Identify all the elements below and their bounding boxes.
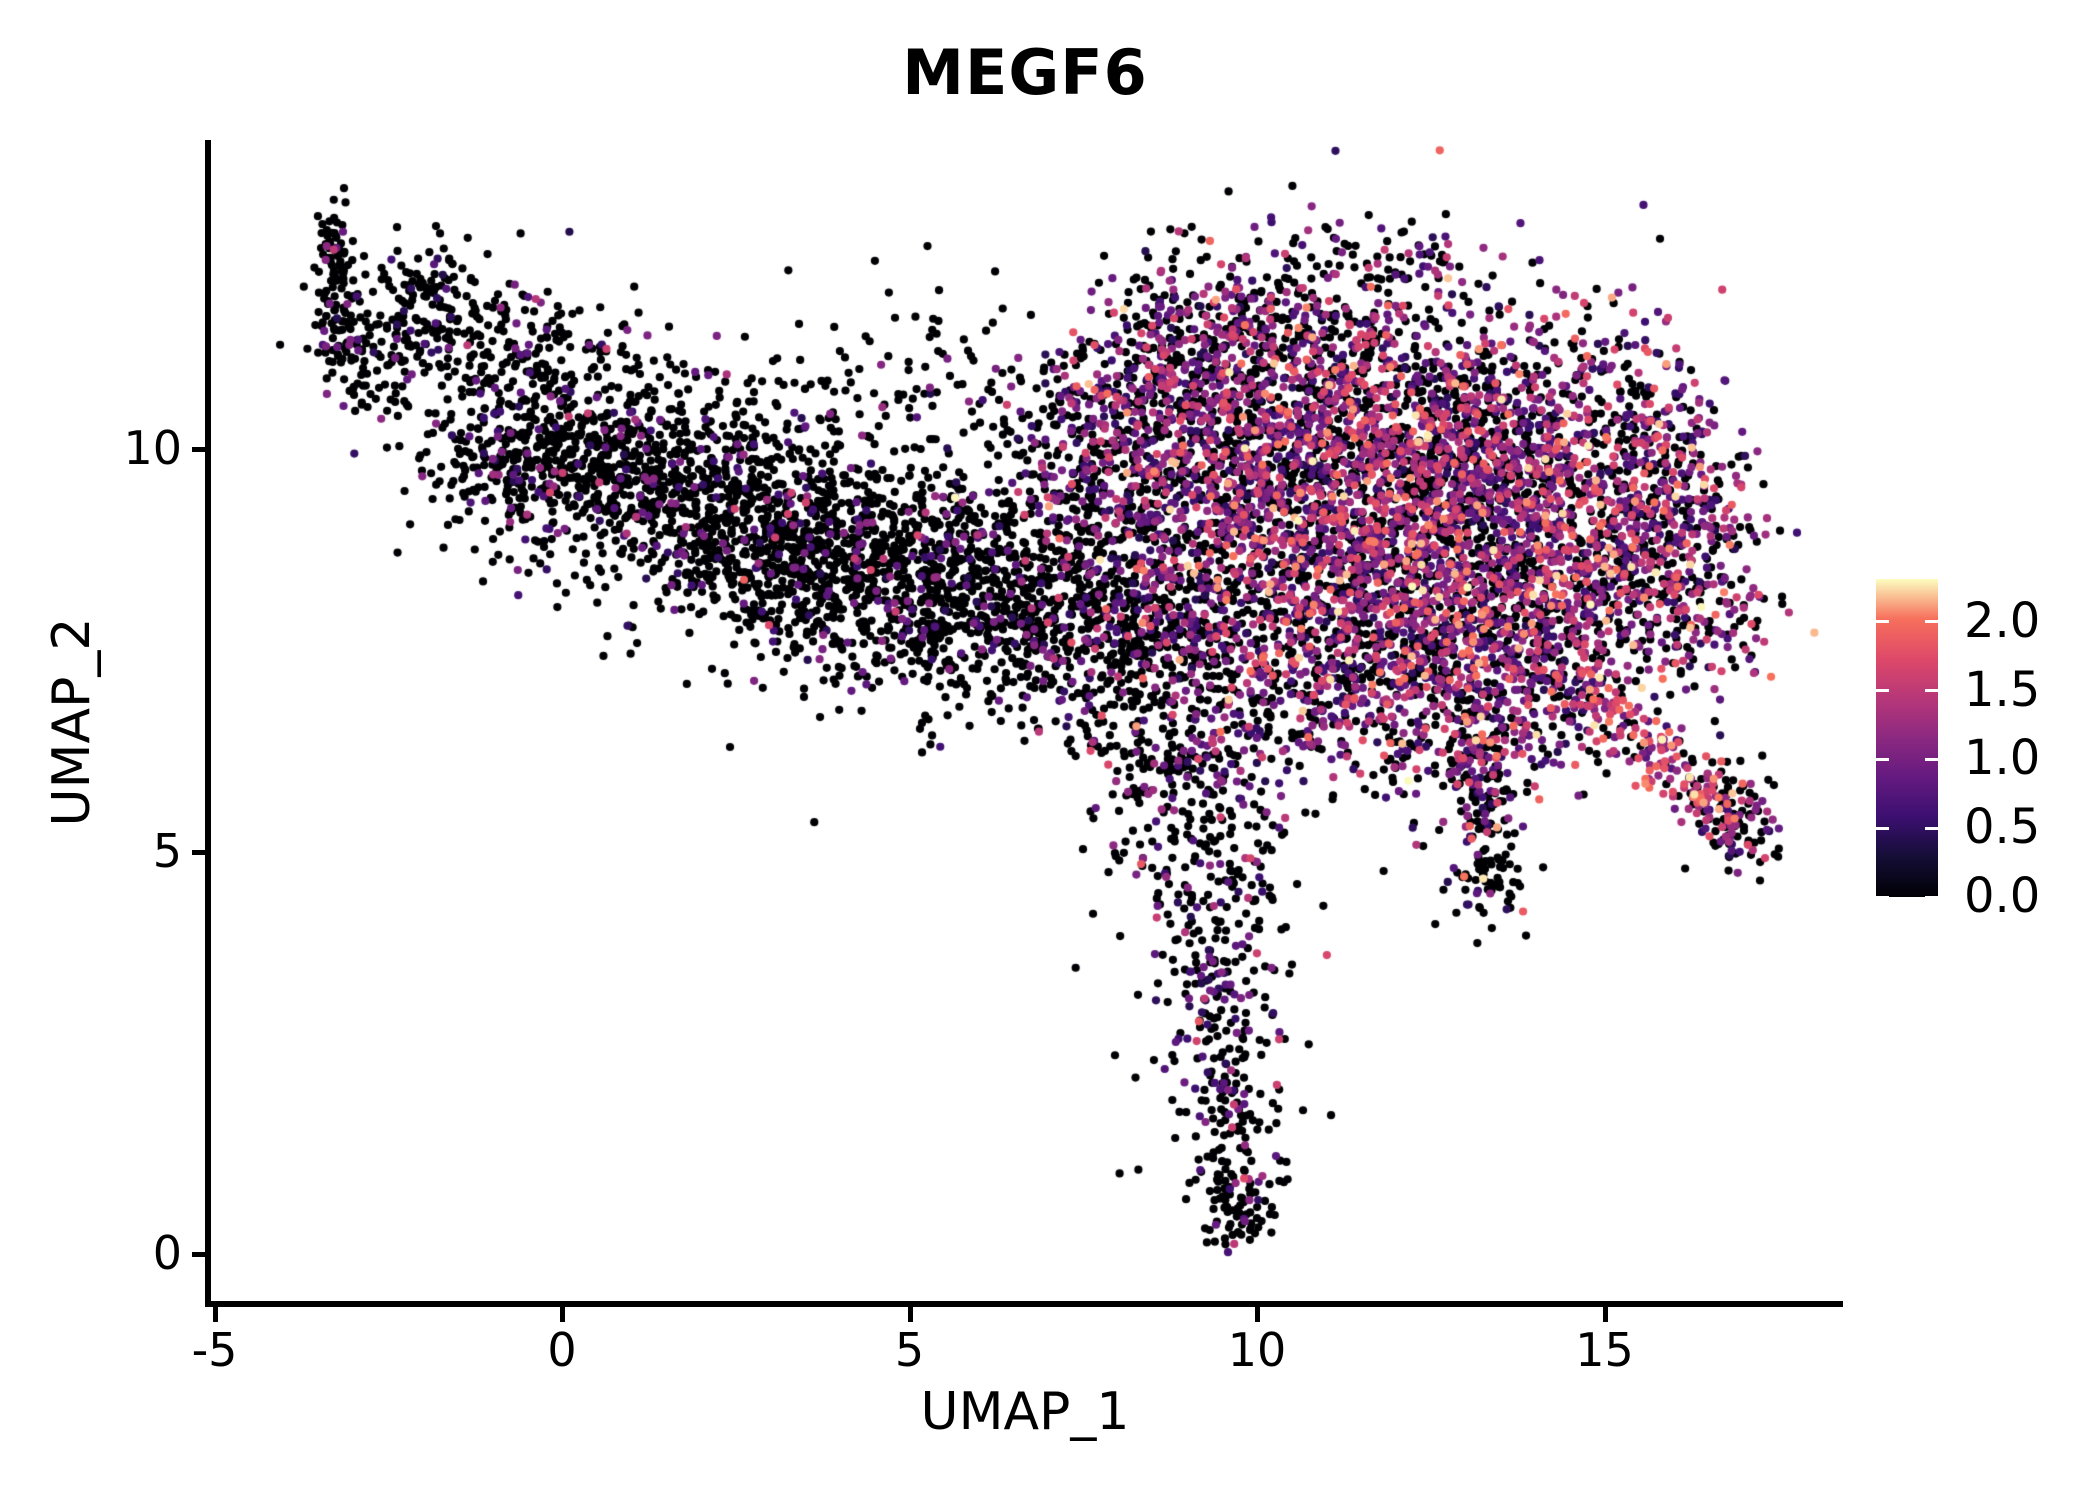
colorbar-tick-mark <box>1876 620 1889 624</box>
x-tick-label: 10 <box>1227 1323 1287 1377</box>
x-tick-mark <box>1602 1307 1608 1322</box>
y-tick-label: 0 <box>152 1226 182 1280</box>
colorbar-tick-label: 0.0 <box>1964 868 2041 924</box>
colorbar-tick-mark <box>1876 895 1889 899</box>
x-tick-mark <box>907 1307 913 1322</box>
x-tick-mark <box>560 1307 565 1322</box>
colorbar-tick-mark <box>1925 826 1938 830</box>
x-tick-mark <box>212 1307 218 1322</box>
x-tick-label: -5 <box>191 1323 238 1377</box>
x-axis-label: UMAP_1 <box>920 1382 1130 1442</box>
colorbar-tick-label: 0.5 <box>1964 799 2041 856</box>
plot-title: MEGF6 <box>902 36 1148 109</box>
x-tick-label: 15 <box>1575 1323 1634 1377</box>
y-axis-label: UMAP_2 <box>42 617 102 827</box>
colorbar-tick-mark <box>1925 757 1938 761</box>
colorbar-tick-mark <box>1876 826 1889 830</box>
x-tick-label: 5 <box>894 1323 925 1377</box>
colorbar-tick-label: 2.0 <box>1964 592 2041 649</box>
y-axis-line <box>205 140 211 1307</box>
colorbar-tick-mark <box>1925 895 1938 899</box>
colorbar-gradient <box>1876 579 1938 897</box>
colorbar-tick-mark <box>1876 757 1889 761</box>
y-tick-mark <box>192 849 207 855</box>
colorbar-tick-mark <box>1876 689 1889 692</box>
colorbar-tick-mark <box>1925 620 1938 624</box>
y-tick-label: 10 <box>123 421 182 475</box>
x-axis-line <box>205 1301 1843 1307</box>
y-tick-label: 5 <box>152 823 182 878</box>
colorbar-tick-label: 1.0 <box>1964 730 2041 787</box>
y-tick-mark <box>192 1252 207 1257</box>
x-tick-label: 0 <box>547 1323 577 1377</box>
x-tick-mark <box>1255 1307 1260 1322</box>
colorbar-tick-label: 1.5 <box>1964 661 2041 718</box>
y-tick-mark <box>192 447 207 452</box>
colorbar-tick-mark <box>1925 689 1938 692</box>
